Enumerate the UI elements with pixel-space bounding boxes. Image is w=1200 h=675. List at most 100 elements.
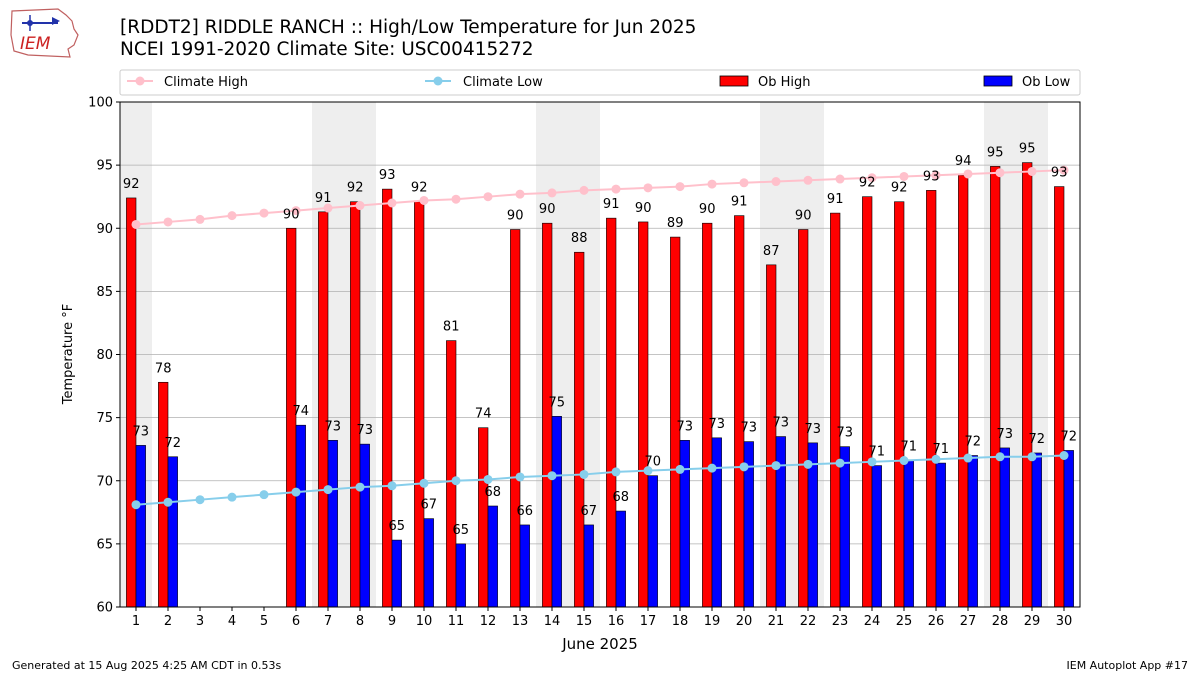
ob-low-label-day-10: 67 [421, 498, 438, 513]
x-tick-label-30: 30 [1056, 614, 1073, 629]
climate-high-point-day-20 [739, 178, 749, 188]
ob-high-bar-day-26 [926, 190, 937, 608]
x-tick-label-10: 10 [416, 614, 433, 629]
climate-lines [131, 165, 1069, 510]
ob-high-label-day-19: 90 [699, 202, 716, 217]
climate-low-point-day-3 [195, 495, 205, 505]
ob-low-label-day-15: 67 [581, 504, 598, 519]
ob-low-bar-day-24 [871, 465, 882, 608]
y-tick-label-60: 60 [96, 601, 113, 616]
x-tick-label-16: 16 [608, 614, 625, 629]
climate-high-point-day-2 [163, 217, 173, 227]
climate-low-point-day-10 [419, 478, 429, 488]
ob-high-bar-day-25 [894, 201, 905, 608]
ob-low-bar-day-25 [903, 460, 914, 608]
ob-low-label-day-18: 73 [677, 419, 694, 434]
climate-low-point-day-19 [707, 463, 717, 473]
legend-climate-low-marker [433, 76, 443, 86]
ob-low-label-day-16: 68 [613, 490, 630, 505]
ob-high-label-day-23: 91 [827, 192, 844, 207]
x-axis-label: June 2025 [561, 635, 638, 653]
x-tick-label-25: 25 [896, 614, 913, 629]
climate-low-point-day-22 [803, 459, 813, 469]
ob-high-label-day-17: 90 [635, 201, 652, 216]
climate-low-point-day-5 [259, 490, 269, 500]
x-tick-label-15: 15 [576, 614, 593, 629]
climate-high-point-day-10 [419, 195, 429, 205]
legend-ob-low-swatch [983, 75, 1013, 87]
ob-low-bar-day-9 [391, 539, 402, 608]
ob-low-label-day-22: 73 [805, 422, 822, 437]
climate-low-point-day-29 [1027, 452, 1037, 462]
ob-high-label-day-27: 94 [955, 154, 972, 169]
x-tick-label-19: 19 [704, 614, 721, 629]
y-axis-label: Temperature °F [61, 304, 76, 405]
climate-low-point-day-27 [963, 453, 973, 463]
ob-high-bar-day-13 [510, 229, 521, 608]
ob-low-bar-day-19 [711, 437, 722, 608]
ob-high-bar-day-12 [478, 427, 489, 608]
x-tick-label-14: 14 [544, 614, 561, 629]
climate-high-point-day-12 [483, 192, 493, 202]
ob-high-bar-day-2 [158, 381, 169, 608]
ob-low-bar-day-1 [135, 445, 146, 608]
ob-high-bar-day-21 [766, 264, 777, 608]
climate-low-point-day-8 [355, 482, 365, 492]
x-tick-label-22: 22 [800, 614, 817, 629]
generated-timestamp: Generated at 15 Aug 2025 4:25 AM CDT in … [12, 659, 282, 672]
ob-low-label-day-8: 73 [357, 423, 374, 438]
ob-high-label-day-29: 95 [1019, 142, 1036, 157]
ob-high-label-day-1: 92 [123, 177, 140, 192]
climate-high-point-day-18 [675, 182, 685, 192]
ob-low-label-day-2: 72 [165, 436, 182, 451]
x-tick-label-8: 8 [356, 614, 364, 629]
ob-low-bar-day-30 [1063, 450, 1074, 608]
x-tick-label-4: 4 [228, 614, 236, 629]
climate-high-point-day-25 [899, 171, 909, 181]
ob-low-label-day-12: 68 [485, 485, 502, 500]
legend-climate-high-label: Climate High [164, 75, 248, 90]
climate-low-point-day-4 [227, 492, 237, 502]
ob-high-label-day-15: 88 [571, 231, 588, 246]
climate-high-point-day-6 [291, 206, 301, 216]
climate-high-point-day-23 [835, 174, 845, 184]
ob-high-bar-day-10 [414, 201, 425, 608]
climate-high-point-day-9 [387, 198, 397, 208]
ob-high-label-day-13: 90 [507, 209, 524, 224]
ob-low-label-day-30: 72 [1061, 429, 1078, 444]
ob-high-bar-day-17 [638, 221, 649, 608]
ob-high-bar-day-8 [350, 201, 361, 608]
x-tick-label-9: 9 [388, 614, 396, 629]
climate-high-point-day-19 [707, 179, 717, 189]
climate-high-point-day-14 [547, 188, 557, 198]
ob-high-label-day-8: 92 [347, 181, 364, 196]
ob-high-bar-day-29 [1022, 162, 1033, 608]
climate-low-point-day-23 [835, 458, 845, 468]
climate-low-point-day-20 [739, 462, 749, 472]
ob-high-label-day-6: 90 [283, 207, 300, 222]
ob-low-bar-day-27 [967, 455, 978, 608]
ob-low-bar-day-16 [615, 510, 626, 608]
logo-text: IEM [20, 34, 51, 54]
climate-low-point-day-6 [291, 487, 301, 497]
ob-low-label-day-11: 65 [453, 523, 470, 538]
climate-low-point-day-17 [643, 466, 653, 476]
climate-high-point-day-15 [579, 185, 589, 195]
ob-high-bar-day-22 [798, 229, 809, 608]
ob-low-bar-day-8 [359, 443, 370, 608]
climate-low-point-day-12 [483, 474, 493, 484]
ob-low-label-day-25: 71 [901, 440, 918, 455]
x-tick-label-20: 20 [736, 614, 753, 629]
ob-high-label-day-14: 90 [539, 202, 556, 217]
x-tick-label-28: 28 [992, 614, 1009, 629]
legend: Climate High Climate Low Ob High Ob Low [119, 69, 1081, 96]
climate-high-point-day-3 [195, 214, 205, 224]
ob-low-label-day-1: 73 [133, 424, 150, 439]
x-tick-label-6: 6 [292, 614, 300, 629]
y-tick-label-75: 75 [96, 411, 113, 426]
ob-low-bar-day-6 [295, 424, 306, 608]
climate-high-line [135, 169, 1065, 226]
ob-low-bar-day-23 [839, 446, 850, 608]
climate-high-point-day-27 [963, 169, 973, 179]
y-tick-label-90: 90 [96, 222, 113, 237]
